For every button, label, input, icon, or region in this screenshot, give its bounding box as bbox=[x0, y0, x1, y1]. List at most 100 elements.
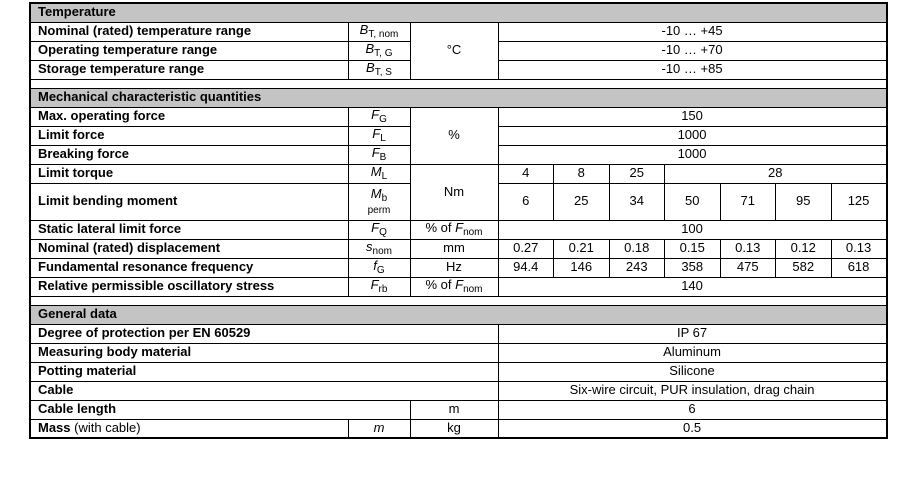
symbol-subscript: b bbox=[381, 193, 388, 205]
value-cell-frequency-1: 94.4 bbox=[497, 257, 554, 278]
value-cell-torque-2: 8 bbox=[553, 163, 610, 184]
unit-prefix: % of bbox=[425, 220, 456, 235]
value-cell-bending-1: 6 bbox=[497, 182, 554, 221]
unit-cell-kg: kg bbox=[409, 418, 499, 439]
unit-symbol: F bbox=[455, 277, 464, 292]
value-cell-frequency-4: 358 bbox=[664, 257, 721, 278]
symbol-cell-fb: FB bbox=[347, 144, 411, 165]
unit-cell-percent-of-fnom-2: % of Fnom bbox=[409, 276, 499, 297]
row-label-nominal-temperature: Nominal (rated) temperature range bbox=[29, 21, 349, 42]
unit-cell-hz: Hz bbox=[409, 257, 499, 278]
row-label-max-operating-force: Max. operating force bbox=[29, 106, 349, 127]
value-cell-cable-length: 6 bbox=[497, 399, 888, 420]
symbol-base: f bbox=[373, 258, 377, 273]
value-cell-bending-2: 25 bbox=[553, 182, 610, 221]
symbol-base: s bbox=[366, 239, 373, 254]
symbol-subscript: G bbox=[376, 264, 385, 276]
symbol-base: B bbox=[359, 22, 369, 37]
value-cell-displacement-4: 0.15 bbox=[664, 238, 721, 259]
symbol-cell-bt-g: BT, G bbox=[347, 40, 411, 61]
symbol-base: F bbox=[371, 145, 380, 160]
symbol-cell-fq: FQ bbox=[347, 219, 411, 240]
unit-cell-mm: mm bbox=[409, 238, 499, 259]
symbol-line-2: perm bbox=[367, 204, 391, 216]
value-cell-mass: 0.5 bbox=[497, 418, 888, 439]
value-cell-oscillatory-stress: 140 bbox=[497, 276, 888, 297]
symbol-base: F bbox=[372, 126, 381, 141]
row-label-potting-material: Potting material bbox=[29, 361, 499, 382]
symbol-subscript: T, nom bbox=[368, 28, 399, 40]
symbol-cell-bt-nom: BT, nom bbox=[347, 21, 411, 42]
value-cell-displacement-2: 0.21 bbox=[553, 238, 610, 259]
unit-cell-percent-of-fnom: % of Fnom bbox=[409, 219, 499, 240]
value-cell-bending-4: 50 bbox=[664, 182, 721, 221]
unit-symbol: F bbox=[455, 220, 464, 235]
row-label-measuring-body-material: Measuring body material bbox=[29, 342, 499, 363]
value-cell-bending-5: 71 bbox=[719, 182, 776, 221]
unit-prefix: % of bbox=[425, 277, 456, 292]
section-gap bbox=[30, 78, 887, 89]
value-cell-potting-material: Silicone bbox=[497, 361, 888, 382]
row-label-limit-force: Limit force bbox=[29, 125, 349, 146]
value-cell-frequency-6: 582 bbox=[775, 257, 832, 278]
value-cell-displacement-6: 0.12 bbox=[775, 238, 832, 259]
value-cell-displacement-3: 0.18 bbox=[608, 238, 665, 259]
symbol-base: B bbox=[366, 60, 375, 75]
row-label-cable-length: Cable length bbox=[29, 399, 411, 420]
value-cell-operating-temperature: -10 … +70 bbox=[497, 40, 888, 61]
value-cell-cable: Six-wire circuit, PUR insulation, drag c… bbox=[497, 380, 888, 401]
unit-cell-nm: Nm bbox=[409, 163, 499, 221]
symbol-cell-snom: snom bbox=[347, 238, 411, 259]
unit-cell-percent: % bbox=[409, 106, 499, 165]
value-cell-static-lateral-limit-force: 100 bbox=[497, 219, 888, 240]
value-cell-bending-3: 34 bbox=[608, 182, 665, 221]
symbol-base: F bbox=[371, 107, 380, 122]
row-label-cable: Cable bbox=[29, 380, 499, 401]
unit-cell-degc: °C bbox=[409, 21, 499, 80]
symbol-base: M bbox=[370, 164, 382, 179]
value-cell-torque-wide: 28 bbox=[663, 163, 888, 184]
section-header-general: General data bbox=[29, 304, 888, 325]
value-cell-bending-7: 125 bbox=[830, 182, 888, 221]
value-cell-breaking-force: 1000 bbox=[497, 144, 888, 165]
value-cell-measuring-body-material: Aluminum bbox=[497, 342, 888, 363]
symbol-cell-ml: ML bbox=[347, 163, 411, 184]
value-cell-displacement-7: 0.13 bbox=[830, 238, 888, 259]
symbol-cell-fg-freq: fG bbox=[347, 257, 411, 278]
row-label-limit-torque: Limit torque bbox=[29, 163, 349, 184]
value-cell-frequency-7: 618 bbox=[830, 257, 888, 278]
row-label-oscillatory-stress: Relative permissible oscillatory stress bbox=[29, 276, 349, 297]
symbol-cell-frb: Frb bbox=[347, 276, 411, 297]
value-cell-displacement-1: 0.27 bbox=[497, 238, 554, 259]
symbol-base: m bbox=[373, 419, 385, 435]
value-cell-torque-3: 25 bbox=[608, 163, 665, 184]
value-cell-frequency-3: 243 bbox=[608, 257, 665, 278]
symbol-subscript: G bbox=[379, 113, 387, 125]
value-cell-displacement-5: 0.13 bbox=[719, 238, 776, 259]
symbol-subscript: T, G bbox=[374, 47, 393, 59]
symbol-subscript: L bbox=[381, 170, 388, 182]
value-cell-torque-1: 4 bbox=[497, 163, 554, 184]
row-label-nominal-displacement: Nominal (rated) displacement bbox=[29, 238, 349, 259]
mass-label-bold: Mass bbox=[38, 419, 71, 435]
row-label-operating-temperature: Operating temperature range bbox=[29, 40, 349, 61]
symbol-subscript: L bbox=[380, 132, 386, 144]
symbol-subscript: T, S bbox=[374, 66, 392, 78]
value-cell-limit-force: 1000 bbox=[497, 125, 888, 146]
symbol-subscript: nom bbox=[372, 245, 392, 257]
row-label-limit-bending-moment: Limit bending moment bbox=[29, 182, 349, 221]
value-cell-storage-temperature: -10 … +85 bbox=[497, 59, 888, 80]
row-label-static-lateral-limit-force: Static lateral limit force bbox=[29, 219, 349, 240]
symbol-subscript: rb bbox=[378, 283, 388, 295]
symbol-base: F bbox=[370, 277, 379, 292]
value-cell-nominal-temperature: -10 … +45 bbox=[497, 21, 888, 42]
unit-subscript: nom bbox=[463, 283, 483, 295]
symbol-cell-mass: m bbox=[347, 418, 411, 439]
symbol-base: B bbox=[365, 41, 375, 56]
symbol-cell-fl: FL bbox=[347, 125, 411, 146]
section-header-temperature: Temperature bbox=[29, 2, 888, 23]
unit-subscript: nom bbox=[463, 226, 483, 238]
mass-label-suffix: (with cable) bbox=[70, 419, 141, 435]
value-cell-degree-of-protection: IP 67 bbox=[497, 323, 888, 344]
symbol-base: M bbox=[370, 186, 382, 202]
